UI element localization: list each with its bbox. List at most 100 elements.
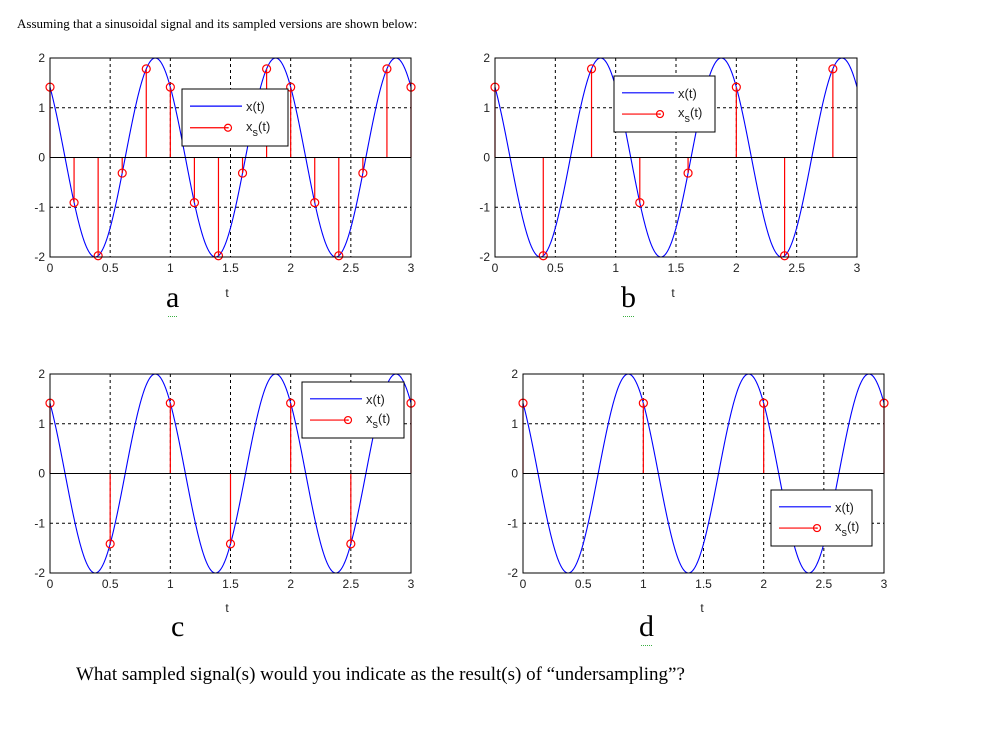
sample-marker	[358, 168, 368, 178]
legend: x(t) xs(t)	[770, 489, 873, 547]
svg-text:0: 0	[492, 261, 499, 275]
svg-text:3: 3	[408, 577, 415, 591]
legend-samples-label: xs(t)	[678, 105, 702, 125]
sample-marker	[213, 251, 224, 261]
svg-text:0: 0	[511, 467, 518, 481]
legend: x(t) xs(t)	[181, 88, 289, 147]
svg-text:2: 2	[733, 261, 740, 275]
tick-labels: 0 0.5 1 1.5 2 2.5 3 -2 -1 0 1 2	[479, 51, 860, 275]
svg-text:0: 0	[520, 577, 527, 591]
svg-text:0: 0	[47, 261, 54, 275]
svg-text:2: 2	[760, 577, 767, 591]
sample-marker	[165, 398, 175, 408]
svg-text:3: 3	[881, 577, 888, 591]
legend-signal-label: x(t)	[246, 99, 265, 114]
legend-signal-label: x(t)	[835, 500, 854, 515]
x-axis-label: t	[225, 286, 229, 300]
sample-marker	[779, 251, 790, 261]
svg-text:2.5: 2.5	[815, 577, 832, 591]
legend-samples-label: xs(t)	[366, 411, 390, 431]
sample-marker	[286, 82, 296, 92]
sample-marker	[382, 64, 392, 74]
svg-text:2.5: 2.5	[788, 261, 805, 275]
svg-text:-2: -2	[507, 566, 518, 580]
svg-text:-2: -2	[34, 250, 45, 264]
legend-samples-label: xs(t)	[246, 119, 270, 139]
panel-label-b: b	[621, 283, 636, 317]
plot-frame	[49, 57, 412, 258]
sample-marker	[638, 398, 648, 408]
sample-marker	[262, 64, 272, 74]
sample-marker	[237, 168, 248, 178]
sample-marker	[828, 64, 838, 74]
sample-marker	[189, 198, 199, 208]
svg-text:0.5: 0.5	[547, 261, 564, 275]
sample-marker	[586, 64, 597, 74]
svg-text:0: 0	[38, 151, 45, 165]
svg-text:0: 0	[38, 467, 45, 481]
tick-labels: 0 0.5 1 1.5 2 2.5 3 -2 -1 0 1 2	[507, 367, 887, 591]
x-axis-label: t	[671, 286, 675, 300]
panel-label-c: c	[171, 610, 185, 643]
sample-marker	[731, 82, 741, 92]
x-axis-label: t	[225, 601, 229, 615]
svg-text:-1: -1	[34, 200, 45, 214]
legend-samples-label: xs(t)	[835, 519, 859, 539]
svg-text:1: 1	[640, 577, 647, 591]
intro-text: Assuming that a sinusoidal signal and it…	[17, 16, 418, 31]
sample-stems	[490, 64, 838, 261]
svg-text:1.5: 1.5	[695, 577, 712, 591]
svg-text:1: 1	[38, 417, 45, 431]
svg-text:0.5: 0.5	[102, 261, 119, 275]
sample-marker	[117, 168, 127, 178]
plot-frame	[49, 373, 412, 574]
legend-signal-label: x(t)	[366, 392, 385, 407]
sample-marker	[286, 398, 296, 408]
sample-marker	[225, 539, 236, 549]
signal-curve	[494, 57, 858, 258]
svg-text:2: 2	[511, 367, 518, 381]
tick-labels: 0 0.5 1 1.5 2 2.5 3 -2 -1 0 1 2	[34, 51, 414, 275]
svg-text:1: 1	[167, 261, 174, 275]
svg-text:-1: -1	[479, 200, 490, 214]
panel-label-d: d	[639, 612, 654, 646]
svg-text:1.5: 1.5	[222, 261, 239, 275]
sample-marker	[141, 64, 151, 74]
svg-text:2: 2	[38, 51, 45, 65]
sample-marker	[69, 198, 79, 208]
svg-text:1: 1	[612, 261, 619, 275]
svg-text:2: 2	[38, 367, 45, 381]
svg-text:1: 1	[167, 577, 174, 591]
signal-curve	[49, 373, 412, 574]
legend: x(t) xs(t)	[613, 75, 716, 133]
sample-marker	[310, 198, 320, 208]
svg-text:2.5: 2.5	[342, 577, 359, 591]
sample-marker	[538, 251, 548, 261]
svg-text:2: 2	[483, 51, 490, 65]
sample-marker	[759, 398, 769, 408]
svg-text:2: 2	[287, 261, 294, 275]
svg-text:2: 2	[287, 577, 294, 591]
svg-text:-2: -2	[34, 566, 45, 580]
panel-label-a: a	[166, 283, 179, 317]
svg-text:2.5: 2.5	[342, 261, 359, 275]
plot-frame	[494, 57, 858, 258]
svg-text:0: 0	[47, 577, 54, 591]
sample-marker	[346, 539, 356, 549]
svg-text:-1: -1	[507, 516, 518, 530]
svg-text:3: 3	[408, 261, 415, 275]
sample-marker	[334, 251, 344, 261]
plot-frame	[522, 373, 885, 574]
tick-labels: 0 0.5 1 1.5 2 2.5 3 -2 -1 0 1 2	[34, 367, 414, 591]
svg-text:1: 1	[483, 101, 490, 115]
svg-text:-1: -1	[34, 516, 45, 530]
x-axis-label: t	[700, 601, 704, 615]
signal-curve	[49, 57, 412, 258]
svg-text:0.5: 0.5	[575, 577, 592, 591]
svg-text:1.5: 1.5	[668, 261, 685, 275]
sample-marker	[105, 539, 115, 549]
sample-marker	[683, 168, 693, 178]
